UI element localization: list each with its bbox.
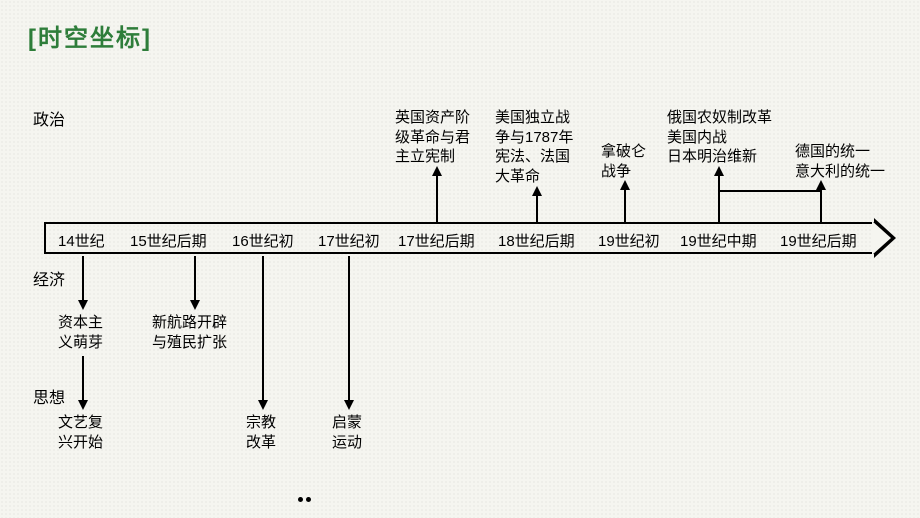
event-politics: 美国独立战争与1787年宪法、法国大革命 [495, 108, 573, 186]
event-politics: 拿破仑战争 [601, 142, 646, 181]
timeline-period: 19世纪中期 [680, 230, 757, 251]
page-title: [时空坐标] [28, 18, 152, 53]
event-economy: 新航路开辟与殖民扩张 [152, 313, 227, 352]
category-thought: 思想 [33, 384, 65, 408]
page-indicator-dot [306, 497, 311, 502]
connector-line [718, 168, 720, 222]
timeline-period: 17世纪后期 [398, 230, 475, 251]
connector-line [348, 256, 350, 408]
arrow-up-icon [620, 180, 630, 190]
timeline-period: 17世纪初 [318, 230, 380, 251]
timeline-period: 18世纪后期 [498, 230, 575, 251]
arrow-up-icon [714, 166, 724, 176]
connector-line [262, 256, 264, 408]
arrow-up-icon [432, 166, 442, 176]
event-thought: 宗教改革 [246, 413, 276, 452]
arrow-up-icon [532, 186, 542, 196]
connector-line [436, 168, 438, 222]
arrow-down-icon [78, 400, 88, 410]
event-thought: 启蒙运动 [332, 413, 362, 452]
timeline-period: 14世纪 [58, 230, 105, 251]
arrow-down-icon [344, 400, 354, 410]
timeline-period: 16世纪初 [232, 230, 294, 251]
category-politics: 政治 [33, 106, 65, 130]
category-economy: 经济 [33, 266, 65, 290]
timeline-period: 15世纪后期 [130, 230, 207, 251]
timeline-period: 19世纪后期 [780, 230, 857, 251]
timeline-arrow-icon [874, 218, 896, 258]
timeline-period: 19世纪初 [598, 230, 660, 251]
event-politics: 英国资产阶级革命与君主立宪制 [395, 108, 470, 167]
arrow-down-icon [78, 300, 88, 310]
event-politics: 俄国农奴制改革美国内战日本明治维新 [667, 108, 772, 167]
arrow-down-icon [258, 400, 268, 410]
page-indicator-dot [298, 497, 303, 502]
connector-line [718, 190, 820, 192]
arrow-down-icon [190, 300, 200, 310]
event-thought: 文艺复兴开始 [58, 413, 103, 452]
arrow-up-icon [816, 180, 826, 190]
event-economy: 资本主义萌芽 [58, 313, 103, 352]
event-politics: 德国的统一意大利的统一 [795, 142, 885, 181]
